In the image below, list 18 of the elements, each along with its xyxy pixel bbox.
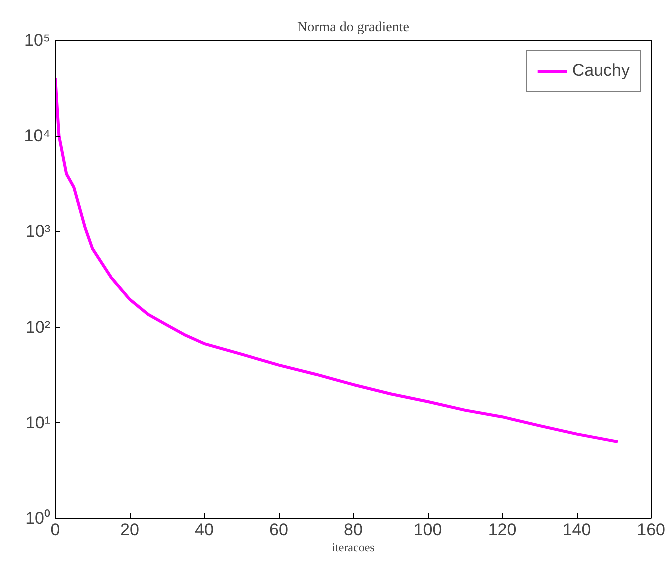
x-tick-label: 100 [414, 520, 442, 540]
x-tick-label: 120 [488, 520, 517, 540]
x-tick-label: 140 [562, 520, 592, 540]
chart-title: Norma do gradiente [298, 20, 410, 36]
y-tick-label: 10² [26, 318, 51, 337]
x-tick-label: 60 [270, 520, 288, 540]
x-tick-label: 20 [120, 520, 140, 540]
y-tick-label: 10⁴ [24, 126, 51, 146]
y-tick-label: 10³ [26, 222, 51, 242]
y-tick-label: 10⁵ [24, 31, 51, 50]
y-tick-label: 10¹ [26, 413, 51, 432]
legend-label: Cauchy [572, 61, 630, 81]
x-axis-title: iteracoes [332, 540, 376, 554]
y-tick-label: 10⁰ [26, 509, 51, 528]
x-tick-label: 160 [637, 520, 665, 540]
x-tick-label: 40 [195, 520, 214, 540]
x-tick-label: 80 [344, 520, 363, 540]
x-tick-label: 0 [50, 520, 60, 540]
